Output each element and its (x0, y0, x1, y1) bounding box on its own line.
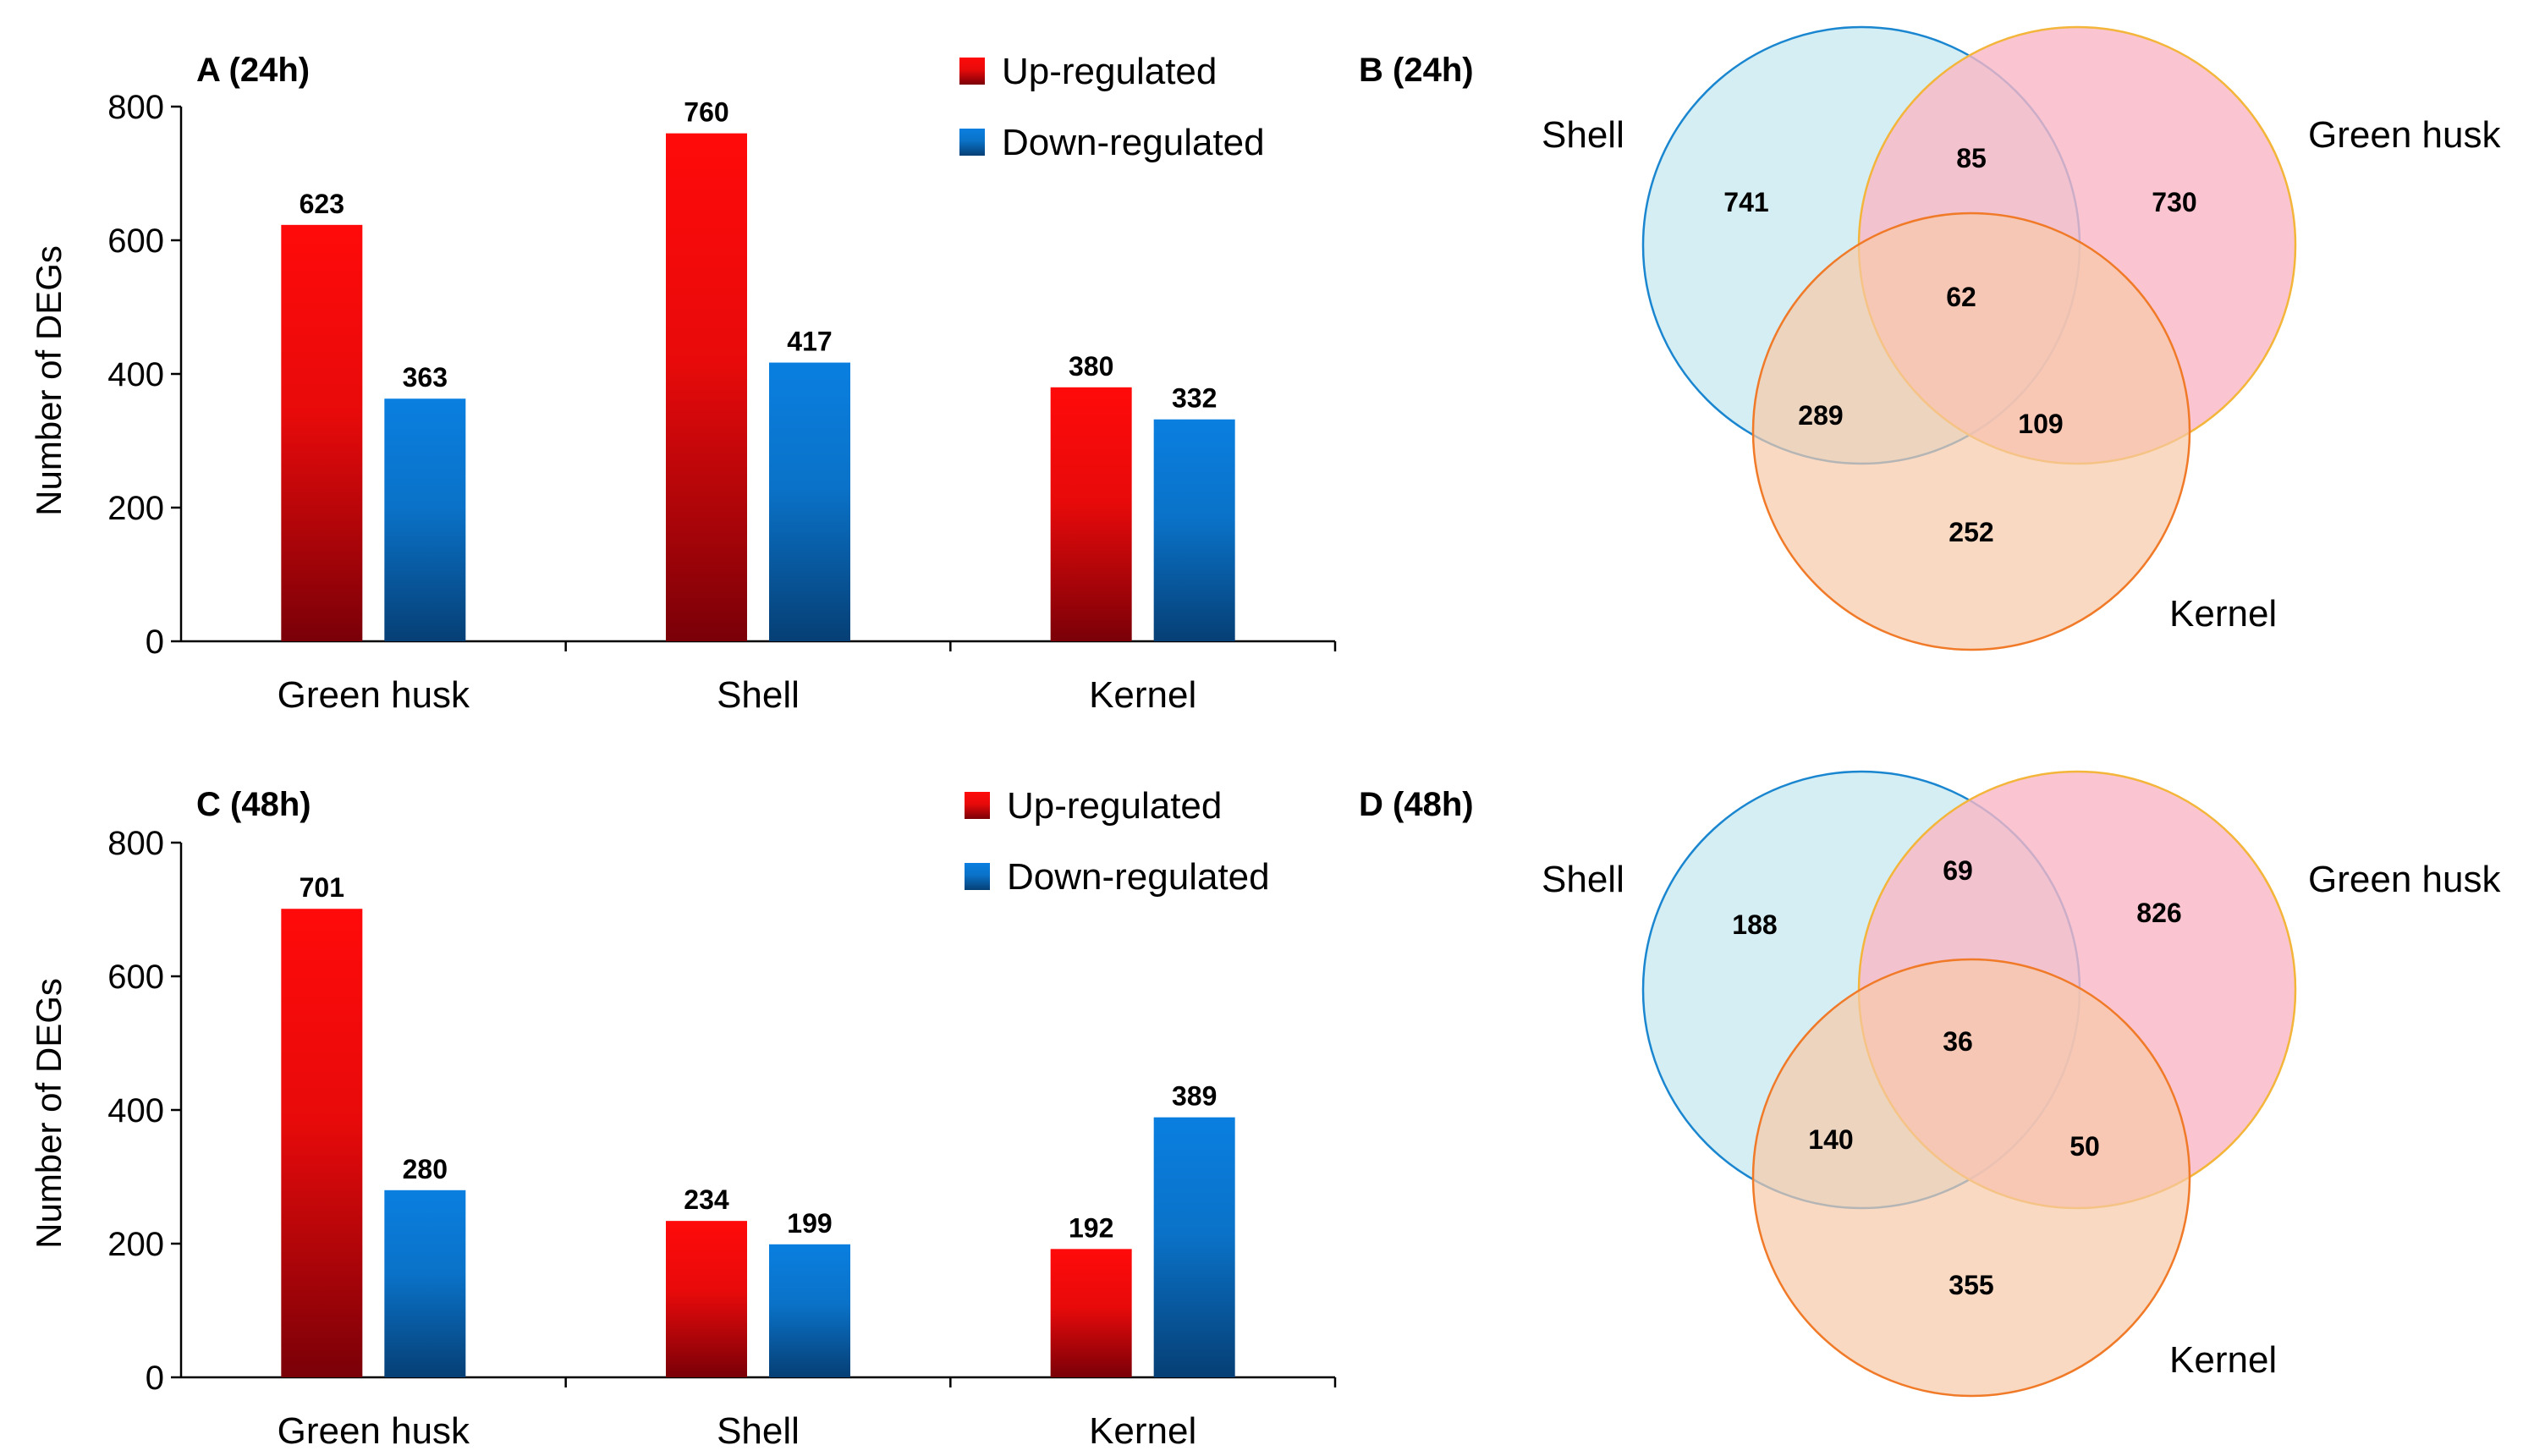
legend-label-up-a: Up-regulated (1002, 51, 1217, 92)
chart-title-a: A (24h) (196, 52, 310, 89)
bars-c: 701 280 234 199 192 389 (281, 872, 1235, 1377)
venn-region-shell-only-d: 188 (1732, 909, 1777, 940)
venn-diagram-24h: B (24h) Shell Green husk Kernel 741 730 … (1359, 25, 2501, 651)
bar-down-a (1153, 419, 1235, 641)
venn-diagram-48h: D (48h) Shell Green husk Kernel 188 826 … (1359, 770, 2501, 1398)
venn-set-label-shell-b: Shell (1542, 114, 1624, 156)
data-label-c: 199 (787, 1208, 832, 1239)
bar-up-a (1050, 387, 1132, 641)
data-label-c: 234 (684, 1184, 729, 1215)
data-label-a: 332 (1172, 383, 1217, 414)
y-tick-label-a: 0 (146, 624, 164, 661)
bar-down-c (384, 1190, 466, 1377)
bar-chart-48h: C (48h) Number of DEGs 0 200 400 600 800 Gree… (29, 785, 1337, 1452)
venn-circle-kernel-b (1751, 212, 2191, 651)
legend-swatch-up-c (965, 792, 990, 819)
venn-region-shell-husk-d: 69 (1943, 855, 1973, 886)
venn-region-all-d: 36 (1943, 1026, 1973, 1057)
x-tick-label-a: Green husk (278, 674, 470, 716)
y-tick-label-c: 600 (107, 959, 164, 996)
venn-region-husk-only-b: 730 (2152, 187, 2196, 217)
y-tick-label-a: 800 (107, 89, 164, 126)
legend-label-down-c: Down-regulated (1007, 856, 1270, 898)
legend-a: Up-regulated Down-regulated (959, 51, 1265, 163)
data-label-a: 380 (1069, 351, 1113, 382)
legend-label-down-a: Down-regulated (1002, 122, 1265, 163)
venn-title-d: D (48h) (1359, 786, 1474, 823)
bar-up-c (281, 909, 363, 1377)
y-tick-label-c: 200 (107, 1226, 164, 1263)
bar-up-c (1050, 1249, 1132, 1377)
bar-down-c (769, 1244, 850, 1377)
data-label-a: 363 (403, 362, 448, 393)
y-tick-label-a: 600 (107, 223, 164, 260)
bar-down-a (769, 362, 850, 641)
venn-region-husk-kernel-b: 109 (2018, 409, 2063, 439)
data-label-c: 192 (1069, 1212, 1113, 1243)
x-tick-label-c: Kernel (1089, 1410, 1196, 1452)
y-tick-label-c: 0 (146, 1360, 164, 1397)
y-tick-label-a: 200 (107, 490, 164, 527)
x-tick-label-c: Shell (717, 1410, 800, 1452)
legend-swatch-up-a (959, 58, 985, 85)
y-axis-label-a: Number of DEGs (29, 245, 69, 516)
bar-down-c (1153, 1117, 1235, 1377)
venn-region-shell-husk-b: 85 (1956, 143, 1987, 173)
bar-chart-24h: A (24h) Number of DEGs 0 200 400 600 800 Gree… (29, 51, 1337, 716)
legend-swatch-down-c (965, 863, 990, 890)
venn-set-label-shell-d: Shell (1542, 859, 1624, 900)
y-tick-label-c: 800 (107, 825, 164, 862)
legend-label-up-c: Up-regulated (1007, 785, 1222, 827)
legend-c: Up-regulated Down-regulated (965, 785, 1270, 898)
axes-a: 0 200 400 600 800 Green husk Shell Kernel (107, 89, 1337, 716)
venn-set-label-husk-b: Green husk (2308, 114, 2501, 156)
venn-set-label-husk-d: Green husk (2308, 859, 2501, 900)
data-label-a: 760 (684, 97, 728, 128)
data-label-c: 280 (403, 1154, 448, 1184)
venn-region-kernel-only-d: 355 (1949, 1270, 1993, 1300)
legend-swatch-down-a (959, 129, 985, 156)
venn-region-shell-kernel-b: 289 (1798, 400, 1843, 431)
bar-up-a (281, 224, 363, 641)
venn-circle-kernel-d (1751, 958, 2191, 1398)
chart-title-c: C (48h) (196, 786, 311, 823)
data-label-c: 389 (1172, 1081, 1217, 1112)
y-tick-label-a: 400 (107, 356, 164, 393)
venn-region-shell-kernel-d: 140 (1808, 1124, 1853, 1155)
x-tick-label-a: Kernel (1089, 674, 1196, 716)
venn-title-b: B (24h) (1359, 52, 1474, 89)
venn-region-husk-kernel-d: 50 (2070, 1131, 2100, 1162)
bars-a: 623 363 760 417 380 332 (281, 97, 1235, 642)
bar-up-a (666, 133, 747, 642)
venn-region-all-b: 62 (1946, 282, 1976, 312)
x-tick-label-c: Green husk (278, 1410, 470, 1452)
bar-up-c (666, 1221, 747, 1377)
bar-down-a (384, 398, 466, 641)
y-tick-label-c: 400 (107, 1092, 164, 1129)
data-label-c: 701 (300, 872, 344, 903)
data-label-a: 417 (787, 327, 832, 357)
venn-region-kernel-only-b: 252 (1949, 517, 1993, 547)
venn-set-label-kernel-b: Kernel (2169, 593, 2277, 635)
axes-c: 0 200 400 600 800 Green husk Shell Kernel (107, 825, 1337, 1452)
data-label-a: 623 (300, 189, 344, 219)
venn-region-shell-only-b: 741 (1723, 187, 1768, 217)
y-axis-label-c: Number of DEGs (29, 978, 69, 1249)
venn-set-label-kernel-d: Kernel (2169, 1339, 2277, 1381)
venn-region-husk-only-d: 826 (2136, 898, 2181, 928)
x-tick-label-a: Shell (717, 674, 800, 716)
